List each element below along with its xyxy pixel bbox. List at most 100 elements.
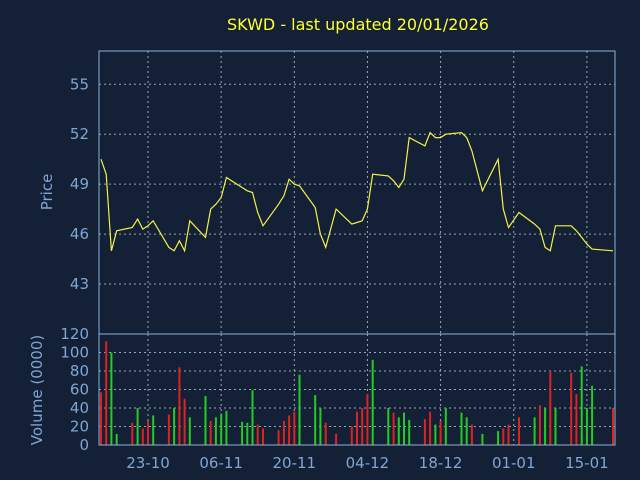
volume-plot-frame — [98, 333, 616, 446]
volume-bar — [251, 390, 254, 445]
volume-bar — [497, 431, 500, 445]
volume-bar — [533, 417, 536, 446]
volume-y-tick-label: 0 — [79, 436, 89, 454]
x-tick-label: 23-10 — [126, 454, 170, 472]
volume-bar — [100, 392, 102, 445]
price-gridlines — [99, 51, 615, 334]
volume-bar — [371, 359, 374, 445]
volume-y-axis-label: Volume (0000) — [28, 335, 46, 445]
volume-y-tick-label: 100 — [60, 344, 89, 362]
volume-bar — [204, 396, 207, 445]
volume-bar — [167, 414, 170, 445]
volume-bar — [262, 428, 264, 445]
volume-bar — [361, 408, 364, 445]
volume-bar — [131, 422, 134, 445]
price-y-tick-labels: 43 46 49 52 55 — [70, 75, 89, 293]
volume-bar — [110, 352, 113, 445]
x-tick-label: 06-11 — [199, 454, 243, 472]
volume-bar — [585, 408, 588, 445]
volume-bar — [392, 412, 395, 445]
volume-bar — [549, 371, 552, 445]
volume-bar — [214, 417, 217, 446]
volume-bar — [209, 420, 212, 445]
volume-bar — [319, 408, 322, 445]
volume-bar — [293, 411, 296, 445]
volume-bar — [366, 394, 369, 445]
volume-bar — [580, 366, 583, 445]
volume-bar — [115, 433, 118, 445]
price-series-line — [100, 131, 614, 253]
volume-bar — [178, 367, 181, 445]
volume-bar — [152, 415, 155, 445]
volume-bar — [277, 430, 280, 445]
price-plot-frame — [98, 50, 616, 335]
volume-bar — [518, 417, 520, 446]
price-y-tick-label: 55 — [70, 75, 89, 93]
volume-bar — [507, 424, 510, 445]
volume-bar — [356, 411, 358, 445]
volume-bar — [403, 412, 405, 445]
volume-bar — [298, 374, 301, 445]
volume-y-tick-label: 20 — [70, 418, 89, 436]
x-tick-label: 20-11 — [273, 454, 317, 472]
x-tick-label: 18-12 — [419, 454, 463, 472]
price-y-axis-label: Price — [38, 174, 56, 211]
volume-bar — [173, 408, 176, 445]
volume-y-tick-label: 60 — [70, 381, 89, 399]
volume-bar — [147, 420, 149, 445]
volume-bar — [314, 395, 317, 445]
volume-y-tick-label: 120 — [60, 325, 89, 343]
price-y-tick-label: 46 — [70, 225, 89, 243]
volume-bar — [282, 420, 285, 445]
volume-y-tick-label: 40 — [70, 399, 89, 417]
volume-bar — [397, 417, 400, 446]
x-axis-tick-labels: 23-10 06-11 20-11 04-12 18-12 01-01 15-01 — [126, 454, 608, 472]
volume-bar — [612, 408, 614, 445]
volume-bar — [591, 385, 594, 445]
volume-bar — [220, 413, 223, 445]
volume-bar — [188, 417, 191, 446]
volume-bars — [100, 341, 614, 446]
volume-bar — [538, 405, 541, 445]
volume-bar — [387, 408, 390, 445]
volume-bar — [434, 424, 437, 445]
volume-bar — [225, 410, 228, 445]
volume-bar — [246, 422, 249, 445]
volume-bar — [105, 341, 108, 445]
volume-bar — [350, 426, 353, 445]
volume-bar — [460, 412, 463, 445]
volume-bar — [241, 421, 244, 445]
volume-bar — [324, 422, 327, 445]
volume-bar — [439, 420, 442, 445]
volume-bar — [429, 411, 432, 445]
x-tick-label: 15-01 — [565, 454, 609, 472]
x-tick-label: 01-01 — [492, 454, 536, 472]
volume-bar — [136, 408, 139, 445]
volume-bar — [575, 394, 578, 445]
volume-bar — [141, 428, 144, 445]
volume-bar — [288, 415, 291, 445]
volume-bar — [408, 420, 411, 445]
volume-y-tick-label: 80 — [70, 362, 89, 380]
volume-bar — [570, 372, 573, 445]
volume-bar — [256, 424, 259, 445]
volume-bar — [423, 419, 426, 445]
price-y-tick-label: 52 — [70, 125, 89, 143]
volume-bar — [465, 417, 468, 446]
price-panel: 43 46 49 52 55 Price — [38, 50, 616, 335]
volume-bar — [481, 433, 484, 445]
price-y-tick-label: 49 — [70, 175, 89, 193]
volume-bar — [444, 408, 447, 445]
volume-bar — [554, 408, 557, 445]
volume-bar — [502, 428, 505, 445]
volume-bar — [335, 433, 338, 445]
x-tick-label: 04-12 — [346, 454, 390, 472]
price-y-tick-label: 43 — [70, 275, 89, 293]
volume-bar — [183, 398, 186, 446]
chart-title: SKWD - last updated 20/01/2026 — [227, 15, 489, 34]
volume-bar — [544, 408, 547, 445]
